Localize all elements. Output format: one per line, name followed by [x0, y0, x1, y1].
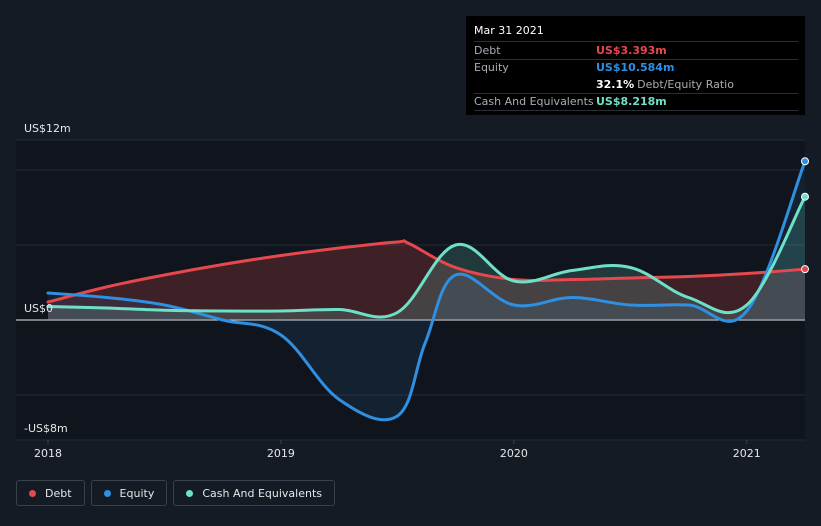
tooltip-panel: Mar 31 2021 Debt US$3.393m Equity US$10.… — [466, 16, 805, 115]
area-0 — [48, 240, 805, 320]
legend: Debt Equity Cash And Equivalents — [16, 480, 335, 506]
legend-equity[interactable]: Equity — [90, 480, 168, 506]
tooltip-ratio-label: Debt/Equity Ratio — [637, 77, 734, 91]
legend-debt-label: Debt — [45, 486, 72, 500]
tooltip-cash-value: US$8.218m — [596, 95, 667, 109]
tooltip-row-debt: Debt US$3.393m — [474, 41, 798, 59]
tooltip-row-ratio: 32.1% Debt/Equity Ratio — [474, 76, 798, 93]
end-marker-0 — [801, 265, 809, 274]
series-lines — [46, 159, 807, 422]
x-tick-label-3: 2021 — [733, 447, 761, 460]
series-line-2 — [46, 195, 807, 319]
y-tick-label-0: US$12m — [24, 122, 71, 135]
debt-dot-icon — [29, 489, 36, 497]
x-tick-label-2: 2020 — [500, 447, 528, 460]
series-areas — [48, 161, 805, 420]
end-marker-1 — [801, 157, 809, 166]
x-tick-label-0: 2018 — [34, 447, 62, 460]
tooltip-row-cash: Cash And Equivalents US$8.218m — [474, 92, 798, 111]
tooltip-equity-label: Equity — [474, 61, 509, 75]
area-2 — [48, 196, 805, 320]
tooltip-row-equity: Equity US$10.584m — [474, 58, 798, 77]
cash-dot-icon — [186, 489, 194, 497]
tooltip-cash-label: Cash And Equivalents — [474, 95, 594, 109]
tooltip-equity-value: US$10.584m — [596, 61, 675, 75]
series-line-0 — [46, 239, 807, 304]
series-line-1 — [46, 159, 807, 422]
legend-cash-label: Cash And Equivalents — [202, 486, 322, 500]
end-marker-2 — [801, 192, 809, 201]
tooltip-date: Mar 31 2021 — [474, 24, 544, 37]
y-tick-label-1: US$0 — [24, 302, 53, 315]
tooltip-ratio-value: 32.1% — [596, 77, 635, 91]
legend-debt[interactable]: Debt — [16, 480, 85, 506]
tooltip-debt-label: Debt — [474, 43, 501, 57]
equity-dot-icon — [103, 489, 111, 497]
end-markers — [801, 157, 809, 274]
y-tick-label-2: -US$8m — [24, 422, 68, 435]
legend-equity-label: Equity — [119, 486, 155, 500]
x-tick-label-1: 2019 — [267, 447, 295, 460]
legend-cash[interactable]: Cash And Equivalents — [173, 480, 335, 506]
axis-labels: US$12m US$0 -US$8m 2018 2019 2020 2021 — [24, 122, 761, 460]
tooltip-debt-value: US$3.393m — [596, 43, 667, 57]
